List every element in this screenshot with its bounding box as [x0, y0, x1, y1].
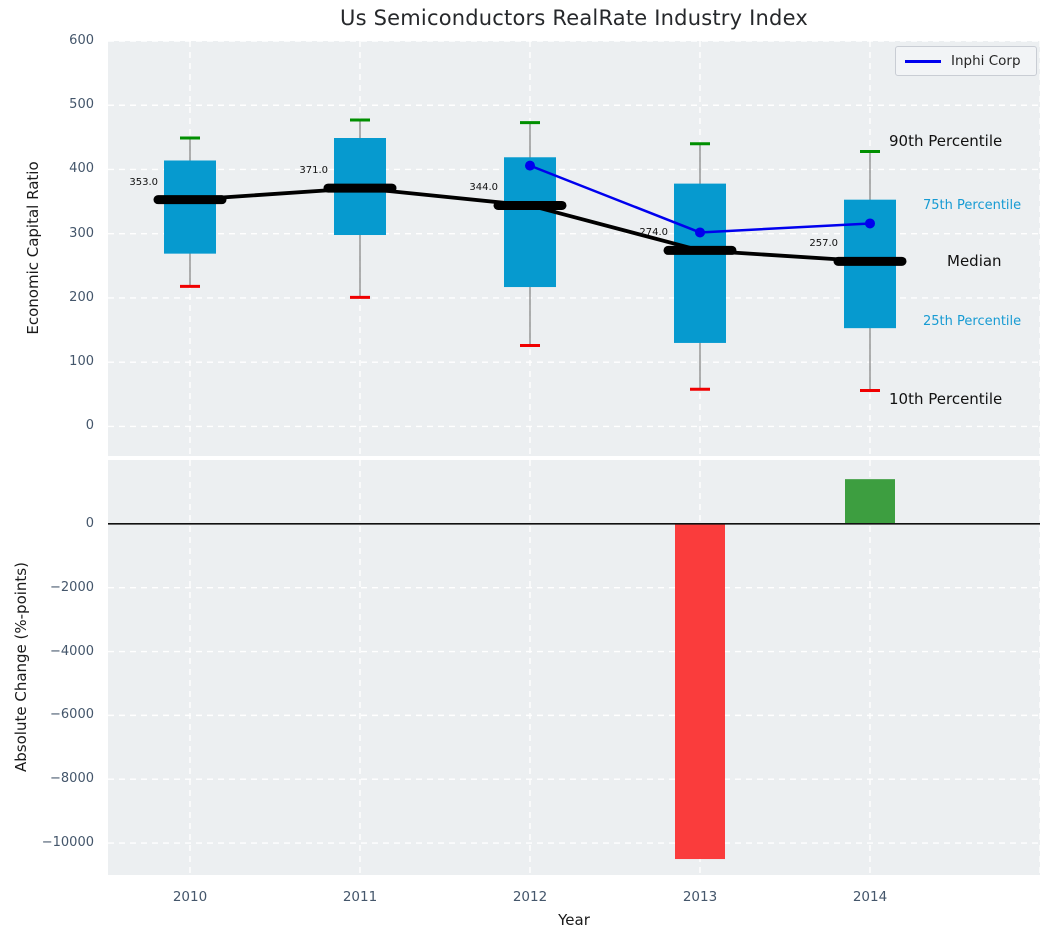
median-value-label: 274.0 — [639, 227, 668, 239]
percentile-annotation: Median — [947, 252, 1002, 271]
legend-line-sample — [905, 59, 941, 63]
y-tick-label: 400 — [69, 161, 94, 177]
y-tick-label: 200 — [69, 289, 94, 305]
percentile-annotation: 25th Percentile — [923, 314, 1022, 330]
change-bar — [845, 479, 895, 524]
change-bar-chart — [108, 460, 1040, 875]
y-tick-label: 0 — [85, 418, 94, 434]
median-value-label: 344.0 — [469, 182, 498, 194]
percentile-annotation: 90th Percentile — [889, 132, 1003, 151]
y-tick-label: −4000 — [50, 643, 94, 659]
x-tick-label: 2011 — [342, 889, 378, 905]
percentile-annotation: 10th Percentile — [889, 390, 1003, 409]
x-axis-label: Year — [558, 911, 590, 929]
top-plot-area — [108, 41, 1040, 456]
bottom-plot-area — [108, 460, 1040, 875]
inphi-marker — [695, 227, 705, 238]
chart-title: Us Semiconductors RealRate Industry Inde… — [340, 6, 808, 30]
inphi-marker — [525, 160, 535, 171]
y-tick-label: −2000 — [50, 579, 94, 595]
y-tick-label: 0 — [85, 515, 94, 531]
y-tick-label: −10000 — [41, 835, 94, 851]
iqr-box — [504, 157, 556, 288]
box-line-chart — [108, 41, 1040, 456]
y-tick-label: −8000 — [50, 771, 94, 787]
x-tick-label: 2014 — [852, 889, 888, 905]
legend-label: Inphi Corp — [951, 53, 1021, 69]
legend: Inphi Corp — [895, 46, 1037, 76]
x-tick-label: 2013 — [682, 889, 718, 905]
x-tick-label: 2012 — [512, 889, 548, 905]
median-value-label: 371.0 — [299, 165, 328, 177]
y-tick-label: 100 — [69, 354, 94, 370]
y-tick-label: 300 — [69, 225, 94, 241]
iqr-box — [164, 160, 216, 254]
y-axis-label-top: Economic Capital Ratio — [24, 161, 42, 335]
median-value-label: 257.0 — [809, 238, 838, 250]
inphi-marker — [865, 218, 875, 229]
change-bar — [675, 523, 725, 860]
median-value-label: 353.0 — [129, 176, 158, 188]
x-tick-label: 2010 — [172, 889, 208, 905]
y-tick-label: 500 — [69, 97, 94, 113]
iqr-box — [674, 183, 726, 343]
y-tick-label: 600 — [69, 33, 94, 48]
y-tick-label: −6000 — [50, 707, 94, 723]
percentile-annotation: 75th Percentile — [923, 197, 1022, 213]
